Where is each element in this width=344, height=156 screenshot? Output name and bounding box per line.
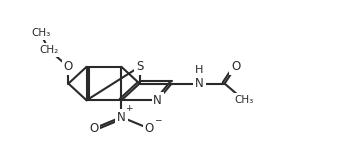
Text: N: N [195,77,204,90]
Text: N: N [195,77,204,90]
Text: N: N [117,111,126,124]
Text: −: − [154,116,162,125]
Text: O: O [231,60,240,73]
Text: CH₃: CH₃ [235,95,254,105]
Text: H: H [195,65,204,75]
Text: O: O [89,122,98,135]
Text: +: + [126,104,133,113]
Text: CH₃: CH₃ [31,28,50,38]
Text: O: O [145,122,154,135]
Text: CH₂: CH₂ [39,45,58,55]
Text: S: S [136,60,143,73]
Text: O: O [64,60,73,73]
Text: N: N [153,94,162,107]
